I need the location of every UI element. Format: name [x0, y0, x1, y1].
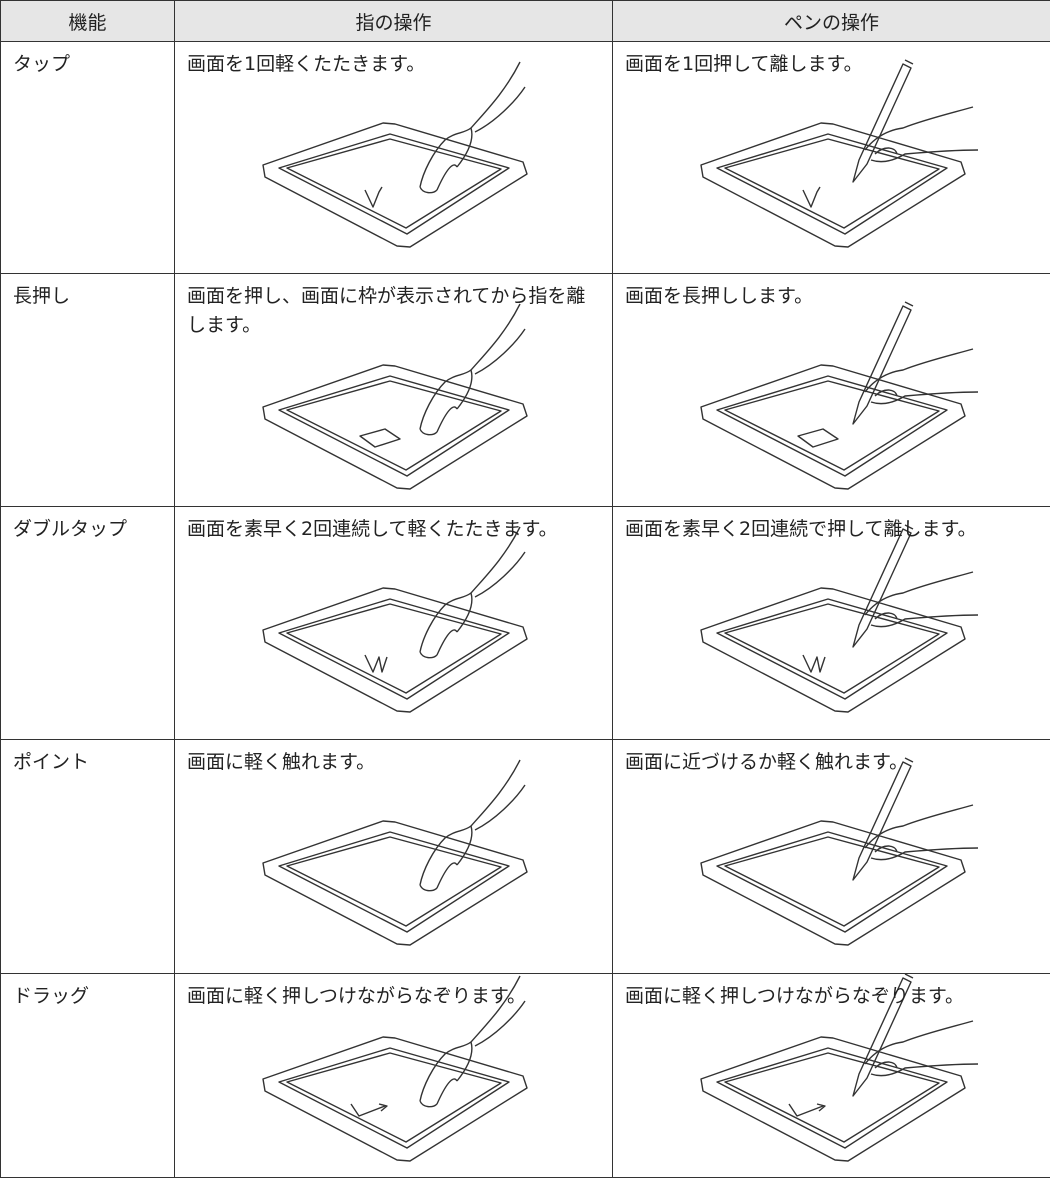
illustration-group — [263, 527, 527, 712]
header-cell: ペンの操作 — [613, 1, 1050, 42]
tap-mark — [365, 655, 387, 672]
tablet-screen — [279, 599, 509, 699]
tablet-screen-inner — [287, 1053, 501, 1142]
tablet-screen-inner — [725, 1053, 939, 1142]
tablet-screen-inner — [725, 604, 939, 693]
illustration-group — [701, 60, 978, 247]
instruction-text: 画面を1回軽くたたきます。 — [175, 42, 612, 79]
illustration-group — [701, 758, 978, 945]
function-name: ダブルタップ — [1, 507, 174, 544]
function-name: 長押し — [1, 274, 174, 311]
table-cell: 画面を長押しします。 — [613, 274, 1050, 507]
illustration-group — [263, 62, 527, 247]
tablet-screen — [279, 1048, 509, 1148]
instruction-text: 画面を長押しします。 — [613, 274, 1050, 311]
table-cell: 画面に軽く押しつけながらなぞります。 — [175, 974, 613, 1178]
instruction-text: 画面に近づけるか軽く触れます。 — [613, 740, 1050, 777]
pen — [853, 302, 913, 424]
hold-frame — [798, 429, 838, 447]
tap-mark — [365, 187, 382, 207]
tablet-screen-inner — [287, 837, 501, 926]
tablet-screen-inner — [725, 381, 939, 470]
tablet-screen-inner — [725, 837, 939, 926]
function-name: ドラッグ — [1, 974, 174, 1011]
tap-mark — [803, 655, 825, 672]
function-name: タップ — [1, 42, 174, 79]
table-row: 長押し画面を押し、画面に枠が表示されてから指を離します。画面を長押しします。 — [1, 274, 1050, 507]
header-row: 機能 指の操作 ペンの操作 — [1, 1, 1050, 42]
table-cell: 画面に軽く触れます。 — [175, 740, 613, 974]
table-cell: 長押し — [1, 274, 175, 507]
drag-arrow — [789, 1104, 825, 1116]
instruction-text: 画面を素早く2回連続で押して離します。 — [613, 507, 1050, 544]
tablet-screen — [717, 832, 947, 932]
instruction-text: 画面を1回押して離します。 — [613, 42, 1050, 79]
table-cell: 画面に軽く押しつけながらなぞります。 — [613, 974, 1050, 1178]
table-cell: ドラッグ — [1, 974, 175, 1178]
table-row: ドラッグ画面に軽く押しつけながらなぞります。画面に軽く押しつけながらなぞります。 — [1, 974, 1050, 1178]
table-cell: タップ — [1, 42, 175, 274]
tablet-screen — [717, 599, 947, 699]
table-row: ポイント画面に軽く触れます。画面に近づけるか軽く触れます。 — [1, 740, 1050, 974]
tablet-screen — [279, 134, 509, 234]
instruction-text: 画面に軽く触れます。 — [175, 740, 612, 777]
tablet-screen-inner — [287, 604, 501, 693]
hand — [420, 62, 525, 193]
tablet-screen-inner — [725, 139, 939, 228]
table-cell: 画面を素早く2回連続して軽くたたきます。 — [175, 507, 613, 740]
table-cell: 画面を1回軽くたたきます。 — [175, 42, 613, 274]
instruction-text: 画面に軽く押しつけながらなぞります。 — [613, 974, 1050, 1011]
table-cell: ポイント — [1, 740, 175, 974]
table-cell: 画面に近づけるか軽く触れます。 — [613, 740, 1050, 974]
hand — [420, 527, 525, 658]
table-row: ダブルタップ画面を素早く2回連続して軽くたたきます。画面を素早く2回連続で押して… — [1, 507, 1050, 740]
hold-frame — [360, 429, 400, 447]
table-cell: 画面を1回押して離します。 — [613, 42, 1050, 274]
hand — [420, 760, 525, 891]
illustration-group — [701, 302, 978, 489]
table-body: タップ画面を1回軽くたたきます。画面を1回押して離します。長押し画面を押し、画面… — [1, 42, 1050, 1178]
instruction-text: 画面を素早く2回連続して軽くたたきます。 — [175, 507, 612, 544]
tablet-screen-inner — [287, 381, 501, 470]
tablet-screen — [717, 376, 947, 476]
table-cell: 画面を素早く2回連続で押して離します。 — [613, 507, 1050, 740]
tablet-screen — [279, 376, 509, 476]
header-cell: 指の操作 — [175, 1, 613, 42]
table-cell: ダブルタップ — [1, 507, 175, 740]
function-name: ポイント — [1, 740, 174, 777]
tablet-screen — [717, 1048, 947, 1148]
header-cell: 機能 — [1, 1, 175, 42]
tablet-screen — [279, 832, 509, 932]
instruction-text: 画面に軽く押しつけながらなぞります。 — [175, 974, 612, 1011]
tablet-screen-inner — [287, 139, 501, 228]
illustration-group — [263, 760, 527, 945]
instruction-text: 画面を押し、画面に枠が表示されてから指を離します。 — [175, 274, 612, 340]
tablet-screen — [717, 134, 947, 234]
table-cell: 画面を押し、画面に枠が表示されてから指を離します。 — [175, 274, 613, 507]
tap-mark — [803, 187, 820, 207]
illustration-group — [701, 525, 978, 712]
table-row: タップ画面を1回軽くたたきます。画面を1回押して離します。 — [1, 42, 1050, 274]
drag-arrow — [351, 1104, 387, 1116]
